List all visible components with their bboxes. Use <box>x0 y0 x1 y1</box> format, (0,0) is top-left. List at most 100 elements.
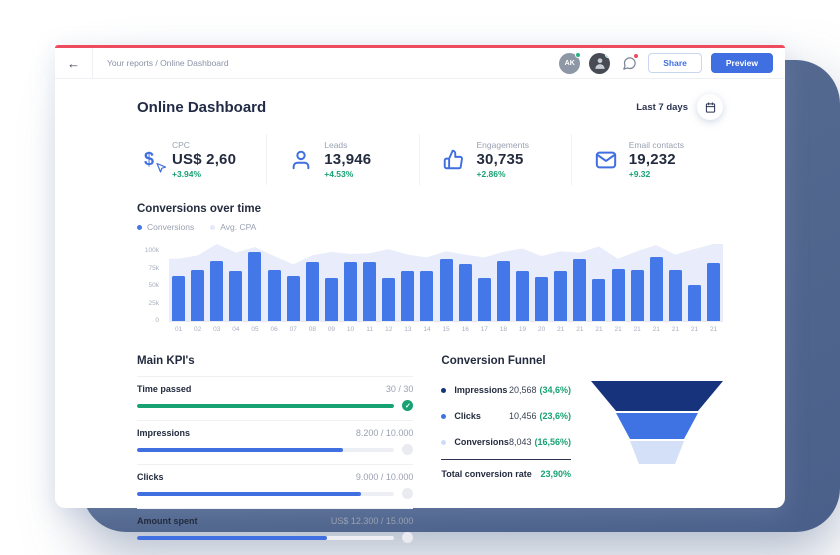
x-tick-label: 21 <box>633 326 641 333</box>
date-picker-button[interactable] <box>697 94 723 120</box>
chat-button[interactable] <box>619 53 640 73</box>
check-circle-icon: ✓ <box>402 400 414 411</box>
thumbs-up-icon <box>442 149 466 170</box>
chart-bar <box>248 252 262 321</box>
chart-legend: Conversions Avg. CPA <box>137 222 723 232</box>
person-icon <box>289 149 313 171</box>
funnel-segment-1 <box>591 381 723 411</box>
kpi-value: US$ 2,60 <box>172 151 237 168</box>
bar-slot <box>475 244 494 321</box>
legend-item-avg-cpa[interactable]: Avg. CPA <box>210 222 256 232</box>
kpi-card-leads: Leads 13,946 +4.53% <box>266 134 418 185</box>
chart-bar <box>420 271 434 321</box>
bar-slot <box>685 244 704 321</box>
progress-value: 30 / 30 <box>385 384 414 394</box>
legend-dot <box>210 224 216 230</box>
y-tick-label: 75k <box>148 264 159 272</box>
bar-slot <box>379 244 398 321</box>
progress-label: Amount spent <box>137 516 198 526</box>
kpi-value: 13,946 <box>324 151 372 168</box>
x-tick-label: 06 <box>270 326 278 333</box>
chart-bar <box>229 271 243 321</box>
chart-bar <box>668 269 682 321</box>
x-tick-label: 01 <box>174 326 183 333</box>
funnel-row-percent: (16,56%) <box>534 437 571 447</box>
chart-bar <box>707 262 721 321</box>
back-button[interactable]: ← <box>55 48 93 78</box>
total-conversion-value: 23,90% <box>540 469 571 479</box>
avatar-photo[interactable] <box>589 52 611 74</box>
bar-slot <box>570 244 589 321</box>
x-tick-label: 04 <box>232 326 240 333</box>
funnel-segment-2 <box>616 413 698 439</box>
x-tick-label: 07 <box>289 326 297 333</box>
kpi-value: 30,735 <box>476 151 524 168</box>
bar-slot <box>245 244 264 321</box>
kpi-value: 19,232 <box>628 151 676 168</box>
bar-slot <box>437 244 456 321</box>
bar-slot <box>704 244 723 321</box>
funnel-series-dot <box>441 413 447 419</box>
chart-bar <box>554 271 568 321</box>
y-tick-label: 100k <box>144 247 159 254</box>
chart-bar <box>344 261 358 321</box>
y-axis: 100k 75k 50k 25k 0 <box>137 244 163 323</box>
progress-label: Clicks <box>137 472 164 482</box>
bar-slot <box>360 244 379 321</box>
progress-label: Impressions <box>137 428 191 438</box>
dashboard-window: ← Your reports / Online Dashboard AK Sha… <box>55 45 785 543</box>
funnel-chart <box>591 381 723 464</box>
x-axis: 01 02 03 04 05 06 07 08 09 10 11 12 13 14 15 16 17 18 19 20… <box>169 326 723 333</box>
funnel-row-label: Conversions <box>454 437 509 447</box>
x-tick-label: 13 <box>404 326 412 333</box>
x-tick-label: 09 <box>327 326 336 333</box>
x-tick-label: 19 <box>518 326 527 333</box>
bar-slot <box>456 244 475 321</box>
conversion-funnel-panel: Conversion Funnel Impressions 20,568 (34,6… <box>441 355 723 552</box>
conversions-chart: 100k 75k 50k 25k 0 01 02 03 04 05 06 07 08 09 10 11 12 1… <box>137 244 723 333</box>
chart-bar <box>630 269 644 321</box>
chart-bar <box>210 260 224 321</box>
x-tick-label: 21 <box>576 326 584 333</box>
topbar: ← Your reports / Online Dashboard AK Sha… <box>55 48 785 79</box>
chart-bar <box>191 269 205 321</box>
funnel-title: Conversion Funnel <box>441 355 546 367</box>
bar-slot <box>188 244 207 321</box>
bar-slot <box>666 244 685 321</box>
kpi-change: +9.32 <box>628 169 651 179</box>
chart-bar <box>573 259 587 321</box>
funnel-series-dot <box>441 439 447 445</box>
x-tick-label: 17 <box>480 326 488 333</box>
pending-dot-icon <box>402 532 414 543</box>
kpi-card-cpc: $ CPC US$ 2,60 +3.94% <box>137 134 266 185</box>
chart-bar <box>649 256 663 321</box>
chart-bar <box>267 269 281 321</box>
kpi-change: +3.94% <box>172 169 202 179</box>
legend-item-conversions[interactable]: Conversions <box>137 222 194 232</box>
bar-slot <box>341 244 360 321</box>
funnel-row-clicks: Clicks 10,456 (23,6%) <box>441 403 571 429</box>
x-tick-label: 03 <box>213 326 221 333</box>
bar-slot <box>226 244 245 321</box>
chart-title: Conversions over time <box>137 203 261 215</box>
share-button[interactable]: Share <box>648 53 702 73</box>
preview-button[interactable]: Preview <box>710 53 773 73</box>
bar-slot <box>398 244 417 321</box>
x-tick-label: 02 <box>194 326 202 333</box>
breadcrumb: Your reports / Online Dashboard <box>107 58 229 68</box>
x-tick-label: 14 <box>423 326 431 333</box>
pending-dot-icon <box>402 444 414 455</box>
avatar-initials-label: AK <box>564 59 575 67</box>
conversions-section: Conversions over time Conversions Avg. CP… <box>137 203 723 333</box>
y-tick-label: 25k <box>148 299 159 307</box>
avatar-initials[interactable]: AK <box>559 51 582 74</box>
funnel-segment-3 <box>630 441 684 464</box>
page-title: Online Dashboard <box>137 98 267 116</box>
funnel-row-conversions: Conversions 8,043 (16,56%) <box>441 429 571 455</box>
online-status-dot <box>575 51 582 58</box>
bar-slot <box>647 244 666 321</box>
funnel-row-value: 8,043 <box>508 437 532 447</box>
arrow-left-icon: ← <box>67 55 80 71</box>
kpi-card-email-contacts: Email contacts 19,232 +9.32 <box>570 134 723 185</box>
progress-value: 9.000 / 10.000 <box>355 472 414 482</box>
